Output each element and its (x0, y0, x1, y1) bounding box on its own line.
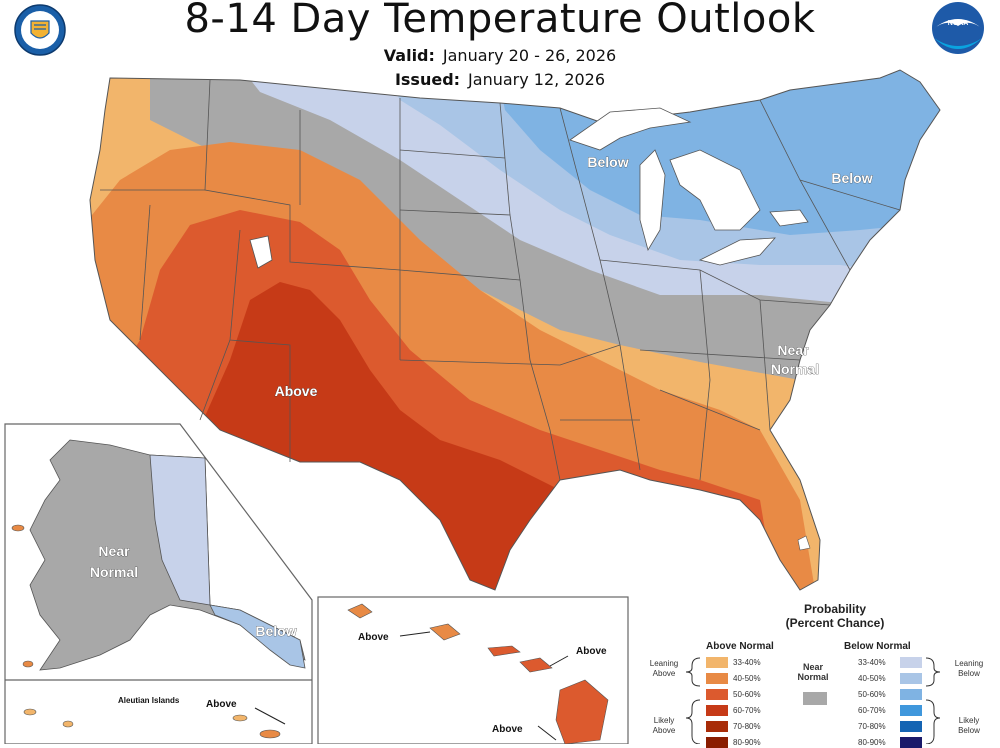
noaa-logo-text: NOAA (948, 20, 969, 27)
alaska-below-band (149, 454, 211, 606)
label-hawaii-above-3: Above (492, 724, 523, 735)
aleutian-islands (11, 524, 281, 739)
label-hawaii-above-1: Above (358, 632, 389, 643)
legend-leaning-below-1: Leaning (954, 659, 984, 668)
noaa-logo-icon: NOAA (932, 2, 984, 54)
label-below-great-lakes: Below (587, 154, 628, 170)
swatch-near-normal (803, 692, 827, 705)
legend-below-pct-80-90: 80-90% (858, 738, 886, 747)
legend-left-braces (685, 657, 701, 744)
legend-above-pct-33-40: 33-40% (733, 658, 761, 667)
label-near-normal-line1: Near (777, 342, 809, 358)
label-alaska-near-line2: Normal (90, 564, 138, 580)
label-hawaii-above-2: Above (576, 646, 607, 657)
legend-below-pct-33-40: 33-40% (858, 658, 886, 667)
swatch-above-40-50 (706, 673, 728, 684)
alaska-panhandle (209, 604, 306, 669)
label-below-northeast: Below (831, 170, 872, 186)
label-above-southwest: Above (275, 383, 318, 399)
swatch-below-60-70 (900, 705, 922, 716)
valid-label: Valid: (383, 46, 435, 65)
legend-below-pct-70-80: 70-80% (858, 722, 886, 731)
issued-line: Issued: January 12, 2026 (0, 70, 1000, 89)
legend-above-pct-60-70: 60-70% (733, 706, 761, 715)
swatch-above-33-40 (706, 657, 728, 668)
swatch-above-60-70 (706, 705, 728, 716)
valid-line: Valid: January 20 - 26, 2026 (0, 46, 1000, 65)
swatch-above-70-80 (706, 721, 728, 732)
issued-label: Issued: (394, 70, 461, 89)
swatch-below-50-60 (900, 689, 922, 700)
label-alaska-near-line1: Near (98, 543, 130, 559)
legend-likely-above-1: Likely (653, 716, 675, 725)
swatch-below-40-50 (900, 673, 922, 684)
issued-value: January 12, 2026 (468, 70, 606, 89)
legend-above-normal-heading: Above Normal (706, 641, 774, 652)
doc-seal-icon (14, 4, 66, 56)
legend-above-pct-80-90: 80-90% (733, 738, 761, 747)
legend-near-normal: Near Normal (790, 662, 836, 682)
legend-likely-below-1: Likely (958, 716, 980, 725)
legend-above-pct-70-80: 70-80% (733, 722, 761, 731)
alaska-inset (4, 423, 313, 744)
swatch-below-70-80 (900, 721, 922, 732)
legend-below-pct-50-60: 50-60% (858, 690, 886, 699)
legend-below-pct-60-70: 60-70% (858, 706, 886, 715)
legend-below-normal-heading: Below Normal (844, 641, 911, 652)
legend-likely-above-2: Above (652, 726, 676, 735)
swatch-below-80-90 (900, 737, 922, 748)
label-alaska-below: Below (255, 623, 296, 639)
swatch-below-33-40 (900, 657, 922, 668)
legend-leaning-above-2: Above (652, 669, 676, 678)
label-near-normal-line2: Normal (771, 361, 819, 377)
legend-leaning-above-1: Leaning (649, 659, 679, 668)
legend-title-line1: Probability (803, 602, 866, 616)
swatch-above-80-90 (706, 737, 728, 748)
legend-above-pct-50-60: 50-60% (733, 690, 761, 699)
legend-likely-below-2: Below (958, 726, 980, 735)
state-boundaries (100, 79, 901, 481)
label-aleutian-islands: Aleutian Islands (118, 696, 180, 705)
label-aleutian-above: Above (206, 699, 237, 710)
legend-leaning-above: Leaning Above (644, 659, 684, 679)
swatch-above-50-60 (706, 689, 728, 700)
great-lakes (249, 107, 809, 269)
legend-right-braces (925, 657, 941, 744)
legend-near-normal-2: Normal (797, 672, 829, 682)
legend-leaning-below-2: Below (958, 669, 980, 678)
legend-below-pct-40-50: 40-50% (858, 674, 886, 683)
hawaii-inset (317, 596, 629, 744)
legend-above-pct-40-50: 40-50% (733, 674, 761, 683)
legend-likely-above: Likely Above (644, 716, 684, 736)
legend-title-line2: (Percent Chance) (785, 616, 885, 630)
legend-leaning-below: Leaning Below (944, 659, 994, 679)
legend-near-normal-1: Near (802, 662, 823, 672)
page-title: 8-14 Day Temperature Outlook (184, 0, 816, 42)
valid-value: January 20 - 26, 2026 (442, 46, 617, 65)
legend-likely-below: Likely Below (944, 716, 994, 736)
